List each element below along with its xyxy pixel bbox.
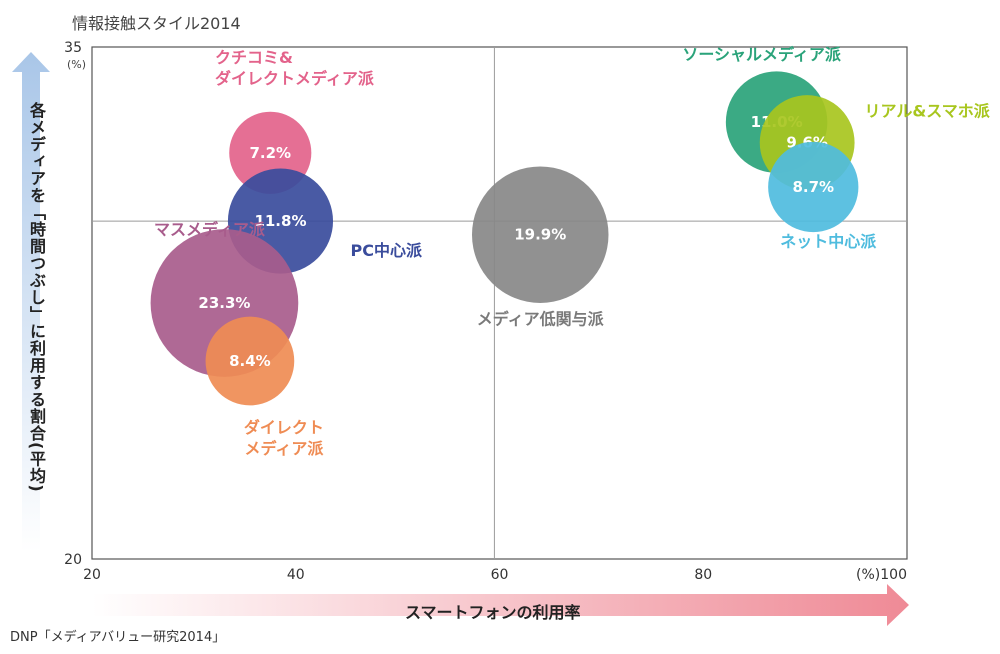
bubble bbox=[768, 141, 859, 233]
series-name-label: クチコミ&ダイレクトメディア派 bbox=[215, 48, 375, 88]
source-note: DNP「メディアバリュー研究2014」 bbox=[10, 630, 226, 645]
bubble-value-label: 8.4% bbox=[229, 352, 271, 370]
bubble-value-label: 11.8% bbox=[254, 212, 306, 230]
y-axis-arrow-graphic bbox=[12, 52, 50, 552]
x-axis-label: スマートフォンの利用率 bbox=[405, 603, 581, 622]
series-name-label: マスメディア派 bbox=[154, 220, 266, 239]
x-tick-label: 80 bbox=[694, 567, 712, 583]
bubble-value-label: 8.7% bbox=[792, 178, 834, 196]
x-tick-label: 20 bbox=[83, 567, 101, 583]
series-name-label: メディア低関与派 bbox=[477, 310, 605, 329]
y-unit-label: (%) bbox=[67, 58, 86, 71]
y-tick-label: 35 bbox=[64, 40, 82, 56]
bubble-value-label: 23.3% bbox=[198, 294, 250, 312]
series-name-label: PC中心派 bbox=[350, 241, 422, 260]
y-axis-arrow: 各メディアを「時間つぶし」に利用する割合(平均) bbox=[10, 52, 52, 552]
axis-ticks: 20 40 60 80 (%)100 20 35 (%) bbox=[64, 40, 907, 583]
x-tick-label: (%)100 bbox=[856, 567, 907, 583]
series-name-label: リアル&スマホ派 bbox=[864, 102, 990, 121]
series-name-label: ソーシャルメディア派 bbox=[682, 45, 842, 64]
x-tick-label: 40 bbox=[287, 567, 305, 583]
x-tick-label: 60 bbox=[491, 567, 509, 583]
plot-frame bbox=[91, 46, 908, 560]
bubble-value-label: 7.2% bbox=[249, 144, 291, 162]
y-tick-label: 20 bbox=[64, 552, 82, 568]
bubble bbox=[205, 316, 295, 406]
series-name-label: ダイレクトメディア派 bbox=[244, 418, 324, 458]
bubbles: 7.2% クチコミ&ダイレクトメディア派 11.8% PC中心派 19.9% メディア低関… bbox=[150, 45, 991, 458]
y-axis-label: 各メディアを「時間つぶし」に利用する割合(平均) bbox=[27, 102, 46, 493]
bubble bbox=[471, 166, 609, 303]
chart-title: 情報接触スタイル2014 bbox=[72, 14, 241, 33]
series-name-label: ネット中心派 bbox=[780, 232, 877, 251]
x-axis-arrow bbox=[92, 584, 909, 626]
bubble-value-label: 19.9% bbox=[514, 226, 566, 244]
